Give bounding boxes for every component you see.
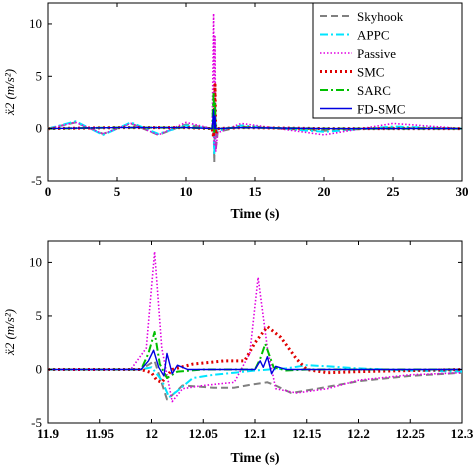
x-tick-label: 12.1 xyxy=(244,426,267,441)
series-line-appc xyxy=(48,364,463,399)
legend-label: Passive xyxy=(357,46,396,61)
y-tick-label: -5 xyxy=(31,415,42,430)
x-tick-label: 15 xyxy=(249,184,263,199)
series-group-top xyxy=(47,12,463,164)
x-tick-label: 0 xyxy=(45,184,52,199)
x-tick-label: 12.15 xyxy=(292,426,322,441)
y-tick-label: 5 xyxy=(36,68,43,83)
x-tick-label: 10 xyxy=(180,184,193,199)
legend-items: Skyhook APPC Passive SMC SARC FD-SMC xyxy=(320,9,405,117)
series-line-fd-smc xyxy=(47,109,462,130)
x-ticks-top: 0 5 10 15 20 25 30 xyxy=(45,3,469,199)
y-tick-label: -5 xyxy=(31,173,42,188)
x-tick-label: 5 xyxy=(114,184,121,199)
x-tick-label: 30 xyxy=(456,184,469,199)
y-tick-label: 10 xyxy=(29,254,42,269)
x-tick-label: 12.25 xyxy=(396,426,426,441)
x-axis-label-top: Time (s) xyxy=(230,207,279,222)
x-tick-label: 20 xyxy=(318,184,331,199)
chart-bottom: 11.9 11.95 12 12.05 12.1 12.15 12.2 12.25 12.3 -… xyxy=(2,240,474,466)
x-tick-label: 12 xyxy=(145,426,158,441)
legend: Skyhook APPC Passive SMC SARC FD-SMC xyxy=(312,2,463,119)
x-tick-label: 12.2 xyxy=(347,426,370,441)
legend-label: Skyhook xyxy=(357,9,404,24)
legend-box xyxy=(312,2,463,119)
legend-label: SARC xyxy=(357,83,391,98)
y-ticks-bottom: -5 0 5 10 xyxy=(29,254,462,430)
y-tick-label: 0 xyxy=(36,361,43,376)
series-line-skyhook xyxy=(48,359,463,401)
y-tick-label: 0 xyxy=(36,121,43,136)
legend-label: FD-SMC xyxy=(357,102,405,117)
x-tick-label: 12.3 xyxy=(451,426,474,441)
series-group-bottom xyxy=(48,250,463,403)
x-tick-label: 11.9 xyxy=(37,426,60,441)
series-line-smc xyxy=(48,325,463,384)
y-axis-label-bottom: ẍ2 (m/s²) xyxy=(2,309,17,356)
series-line-appc xyxy=(47,111,463,156)
series-line-passive xyxy=(48,250,463,403)
y-tick-label: 10 xyxy=(29,16,42,31)
legend-label: APPC xyxy=(357,28,390,43)
x-tick-label: 25 xyxy=(387,184,401,199)
legend-label: SMC xyxy=(357,65,384,80)
series-line-fd-smc xyxy=(48,349,462,377)
plot-area-bottom xyxy=(47,240,463,424)
x-ticks-bottom: 11.9 11.95 12 12.05 12.1 12.15 12.2 12.25 12.3 xyxy=(37,241,474,441)
x-axis-label-bottom: Time (s) xyxy=(230,451,279,466)
x-tick-label: 12.05 xyxy=(189,426,219,441)
x-tick-label: 11.95 xyxy=(85,426,114,441)
y-tick-label: 5 xyxy=(36,308,43,323)
y-axis-label-top: ẍ2 (m/s²) xyxy=(2,69,17,116)
